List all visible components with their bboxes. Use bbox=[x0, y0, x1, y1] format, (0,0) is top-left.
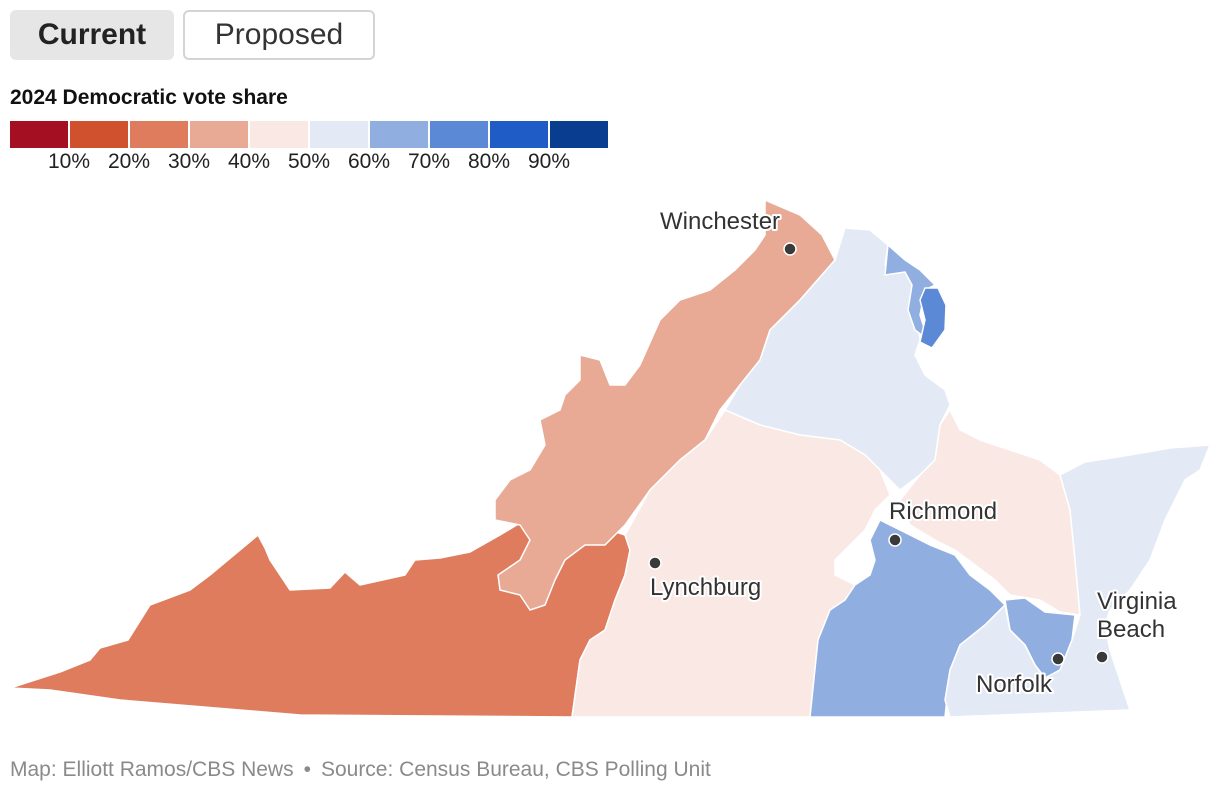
legend-swatch bbox=[370, 121, 428, 148]
legend-color-scale bbox=[10, 121, 610, 148]
legend-tick: 30% bbox=[167, 150, 211, 173]
current-button[interactable]: Current bbox=[10, 10, 174, 60]
city-virginia-beach: Virginia Beach bbox=[1095, 586, 1179, 664]
footer-separator: • bbox=[303, 758, 311, 781]
legend-tick: 20% bbox=[107, 150, 151, 173]
city-marker bbox=[1051, 652, 1065, 666]
city-lynchburg: Lynchburg bbox=[648, 556, 763, 603]
district-coastal[interactable] bbox=[944, 444, 1211, 718]
city-label: Virginia bbox=[1097, 588, 1177, 615]
legend-swatch bbox=[430, 121, 488, 148]
legend-tick: 90% bbox=[527, 150, 571, 173]
city-richmond: Richmond bbox=[887, 496, 999, 547]
city-label: Beach bbox=[1097, 616, 1165, 643]
footer-credits: Map: Elliott Ramos/CBS News • Source: Ce… bbox=[10, 758, 711, 782]
legend-swatch bbox=[130, 121, 188, 148]
city-marker bbox=[648, 556, 662, 570]
legend-swatch bbox=[550, 121, 608, 148]
legend-swatch bbox=[70, 121, 128, 148]
legend-tick: 50% bbox=[287, 150, 331, 173]
city-winchester: Winchester bbox=[658, 206, 797, 256]
source-credit: Source: Census Bureau, CBS Polling Unit bbox=[320, 758, 711, 781]
city-label: Richmond bbox=[889, 498, 997, 525]
district-northern-core[interactable] bbox=[919, 287, 947, 349]
district-shenandoah[interactable] bbox=[494, 199, 836, 611]
legend-tick: 70% bbox=[407, 150, 451, 173]
legend-tick-labels: 10% 20% 30% 40% 50% 60% 70% 80% 90% bbox=[10, 150, 610, 180]
legend-title: 2024 Democratic vote share bbox=[10, 86, 288, 109]
legend-swatch bbox=[490, 121, 548, 148]
map-credit: Map: Elliott Ramos/CBS News bbox=[10, 758, 294, 781]
city-label: Norfolk bbox=[976, 671, 1053, 698]
legend-tick: 60% bbox=[347, 150, 391, 173]
legend-swatch bbox=[10, 121, 68, 148]
city-label: Winchester bbox=[660, 208, 780, 235]
legend-tick: 40% bbox=[227, 150, 271, 173]
city-norfolk: Norfolk bbox=[974, 652, 1065, 700]
legend-swatch bbox=[310, 121, 368, 148]
legend-tick: 80% bbox=[467, 150, 511, 173]
legend-swatch bbox=[250, 121, 308, 148]
legend-swatch bbox=[190, 121, 248, 148]
map-toggle: Current Proposed bbox=[10, 10, 375, 60]
legend-tick: 10% bbox=[47, 150, 91, 173]
city-marker bbox=[783, 242, 797, 256]
city-marker bbox=[1095, 650, 1109, 664]
city-label: Lynchburg bbox=[650, 574, 761, 601]
proposed-button[interactable]: Proposed bbox=[183, 10, 375, 60]
virginia-district-map: Winchester Richmond Lynchburg Virginia B… bbox=[9, 199, 1211, 718]
city-marker bbox=[888, 533, 902, 547]
